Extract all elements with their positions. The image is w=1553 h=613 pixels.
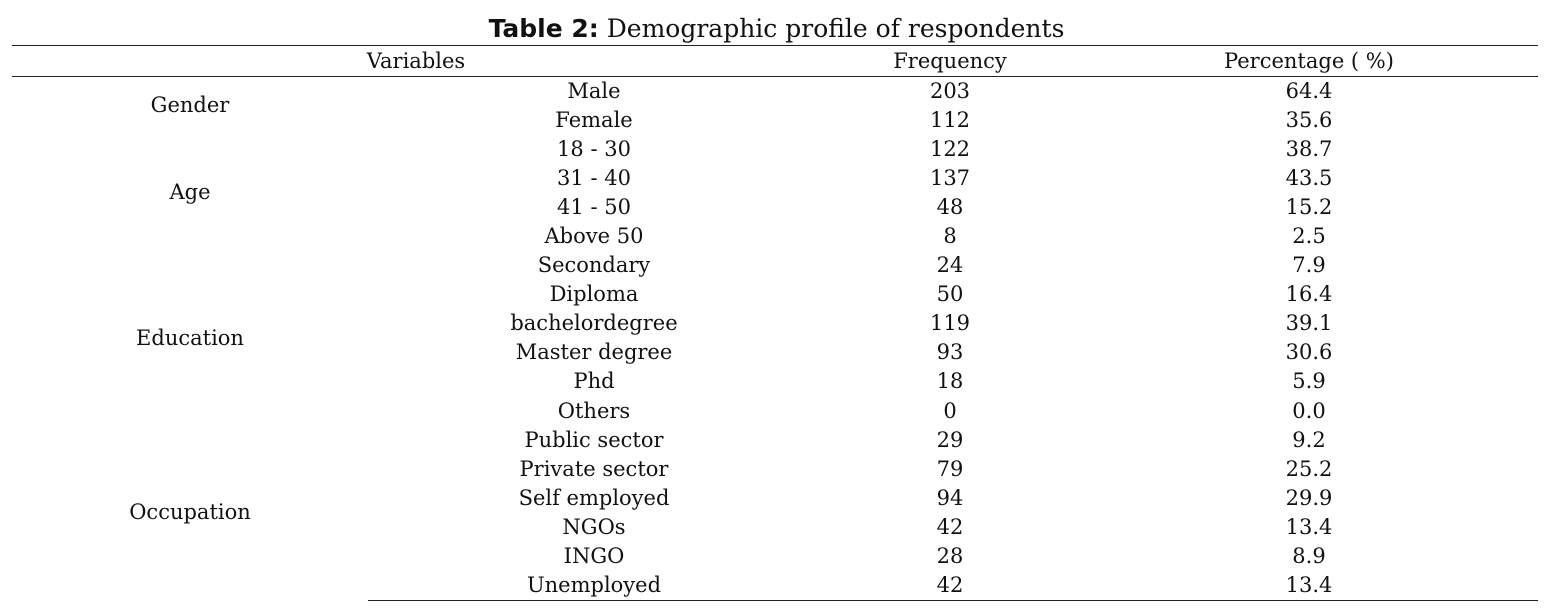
percentage-cell: 15.2 [1285, 194, 1333, 219]
percentage-cell: 30.6 [1285, 340, 1333, 365]
frequency-cell: 42 [820, 571, 1080, 601]
table-row: Phd 18 5.9 [12, 367, 1538, 396]
table-row: 31 - 40 137 43.5 [12, 164, 1538, 193]
frequency-cell: 28 [936, 544, 964, 569]
frequency-cell: 0 [943, 398, 957, 423]
frequency-cell: 24 [936, 253, 964, 278]
table-caption-text: Demographic profile of respondents [606, 14, 1065, 43]
table-row: Female 112 35.6 [12, 106, 1538, 135]
frequency-cell: 48 [936, 194, 964, 219]
row-label: bachelordegree [510, 311, 678, 336]
row-label: Above 50 [544, 224, 644, 249]
row-label: INGO [563, 544, 625, 569]
percentage-cell: 39.1 [1285, 311, 1333, 336]
percentage-cell: 16.4 [1285, 282, 1333, 307]
percentage-cell: 13.4 [1285, 514, 1333, 539]
row-label: NGOs [562, 514, 626, 539]
table-row: Self employed 94 29.9 [12, 484, 1538, 513]
frequency-cell: 203 [929, 78, 971, 103]
frequency-cell: 8 [943, 224, 957, 249]
row-label: Master degree [515, 340, 673, 365]
table-row: Diploma 50 16.4 [12, 280, 1538, 309]
table-row: Private sector 79 25.2 [12, 455, 1538, 484]
frequency-cell: 93 [936, 340, 964, 365]
table-caption-label: Table 2: [488, 14, 599, 43]
row-label: 31 - 40 [557, 165, 631, 190]
percentage-cell: 5.9 [1292, 369, 1326, 394]
row-label: Secondary [537, 253, 651, 278]
group-label: Gender [150, 93, 230, 118]
row-label: Others [557, 398, 631, 423]
group-label: Age [169, 180, 211, 205]
row-label: Female [555, 107, 633, 132]
header-variables: Variables [12, 45, 820, 77]
percentage-cell: 43.5 [1285, 165, 1333, 190]
row-label: Public sector [524, 427, 664, 452]
table-row: NGOs 42 13.4 [12, 513, 1538, 542]
frequency-cell: 119 [929, 311, 971, 336]
frequency-cell: 112 [929, 107, 971, 132]
row-label: 18 - 30 [557, 136, 631, 161]
table-row: Age 18 - 30 122 38.7 [12, 135, 1538, 205]
frequency-cell: 79 [936, 456, 964, 481]
percentage-cell: 64.4 [1285, 78, 1333, 103]
table-body: Gender Male 203 64.4 Female 112 35.6 Age 18 - 30… [12, 77, 1538, 601]
table-row: Others 0 0.0 [12, 397, 1538, 426]
frequency-cell: 122 [929, 136, 971, 161]
table-row: Master degree 93 30.6 [12, 338, 1538, 367]
table-row: 41 - 50 48 15.2 [12, 193, 1538, 222]
group-label: Occupation [129, 500, 251, 525]
percentage-cell: 0.0 [1292, 398, 1326, 423]
percentage-cell: 13.4 [1080, 571, 1538, 601]
row-label: Male [567, 78, 621, 103]
header-frequency: Frequency [820, 45, 1080, 77]
percentage-cell: 29.9 [1285, 485, 1333, 510]
table-caption: Table 2: Demographic profile of responde… [0, 12, 1553, 46]
row-label: Phd [573, 369, 615, 394]
percentage-cell: 9.2 [1292, 427, 1326, 452]
demographic-table: Variables Frequency Percentage ( %) Gend… [12, 45, 1538, 601]
percentage-cell: 35.6 [1285, 107, 1333, 132]
frequency-cell: 18 [936, 369, 964, 394]
row-label: Self employed [518, 485, 670, 510]
frequency-cell: 50 [936, 282, 964, 307]
table-row: Gender Male 203 64.4 [12, 77, 1538, 118]
table-row: Above 50 8 2.5 [12, 222, 1538, 251]
percentage-cell: 38.7 [1285, 136, 1333, 161]
header-row: Variables Frequency Percentage ( %) [12, 45, 1538, 77]
table-row: Education Secondary 24 7.9 [12, 251, 1538, 350]
table-row: bachelordegree 119 39.1 [12, 309, 1538, 338]
table-row: Occupation Public sector 29 9.2 [12, 426, 1538, 525]
frequency-cell: 42 [936, 514, 964, 539]
row-label: Private sector [519, 456, 669, 481]
percentage-cell: 7.9 [1292, 253, 1326, 278]
row-label: Diploma [549, 282, 639, 307]
header-percentage: Percentage ( %) [1080, 45, 1538, 77]
frequency-cell: 29 [936, 427, 964, 452]
table-header: Variables Frequency Percentage ( %) [12, 45, 1538, 77]
row-label: Unemployed [368, 571, 820, 601]
frequency-cell: 137 [929, 165, 971, 190]
percentage-cell: 8.9 [1292, 544, 1326, 569]
frequency-cell: 94 [936, 485, 964, 510]
table-row: Unemployed 42 13.4 [12, 571, 1538, 601]
row-label: 41 - 50 [557, 194, 631, 219]
table-row: INGO 28 8.9 [12, 542, 1538, 571]
group-label: Education [136, 325, 244, 350]
percentage-cell: 2.5 [1292, 224, 1326, 249]
percentage-cell: 25.2 [1285, 456, 1333, 481]
